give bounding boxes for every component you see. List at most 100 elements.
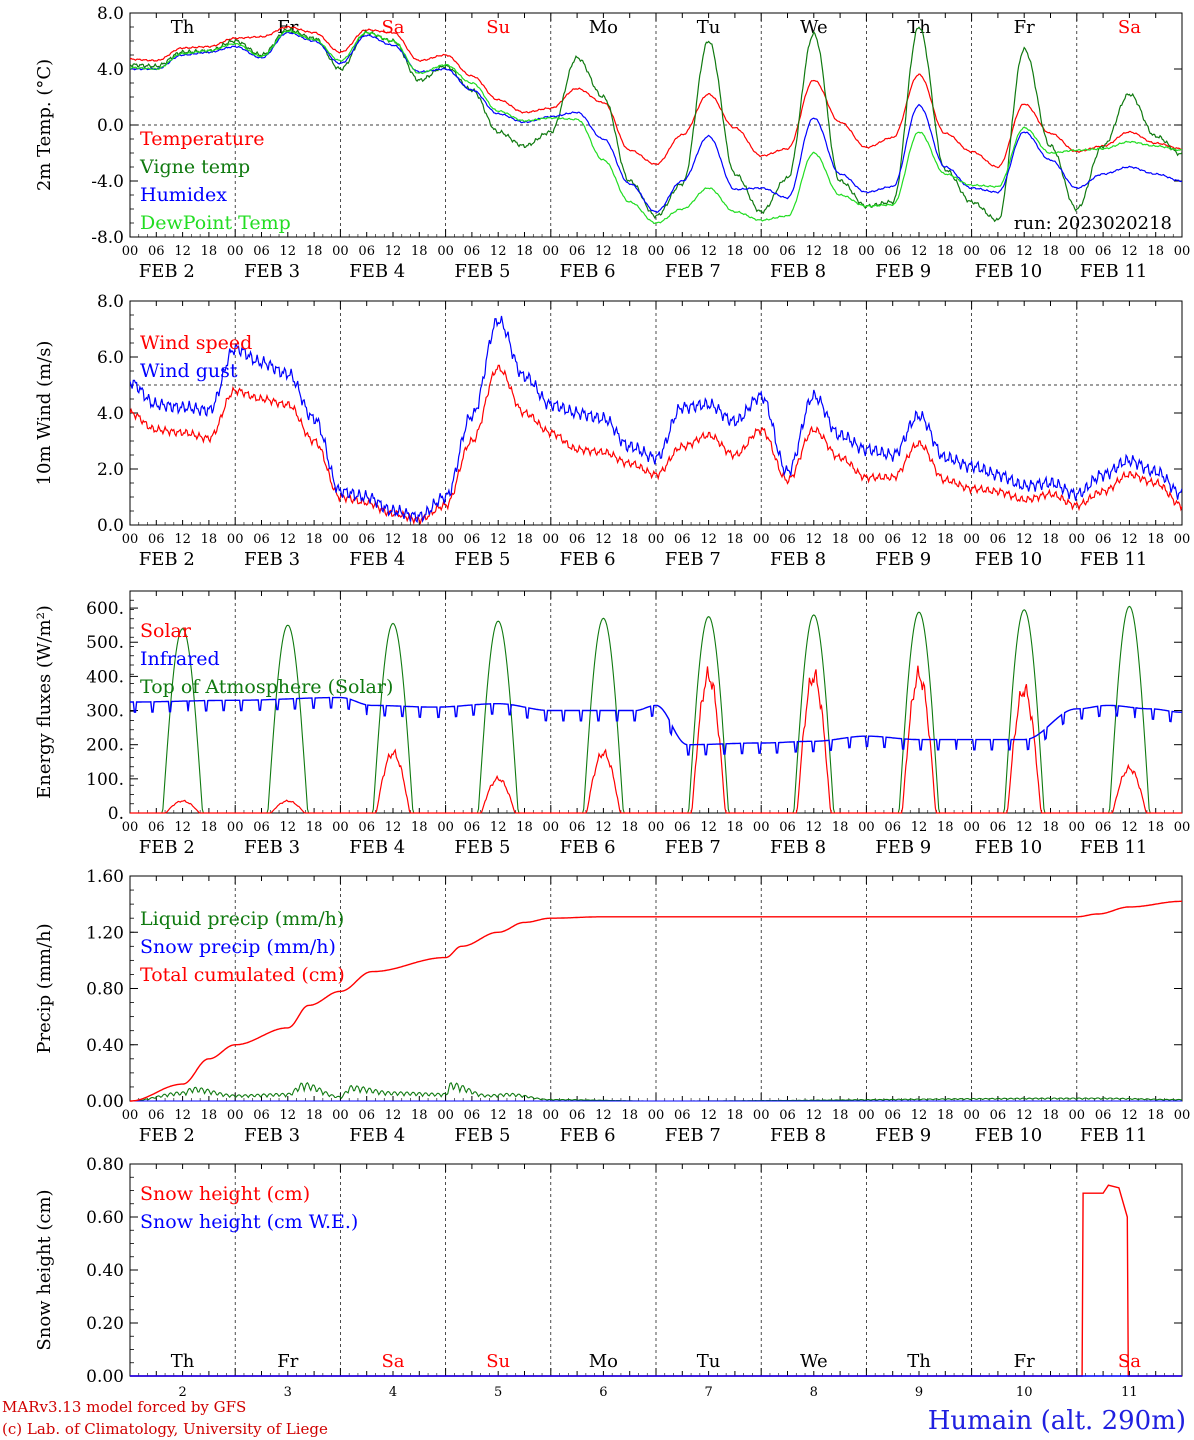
day-of-week-label: Tu: [697, 17, 721, 38]
x-hour-label: 18: [937, 244, 954, 259]
day-of-week-label: Mo: [589, 17, 618, 38]
x-hour-label: 06: [464, 532, 481, 547]
x-hour-label: 00: [963, 244, 980, 259]
x-hour-label: 12: [174, 244, 191, 259]
legend-entry: Temperature: [140, 128, 264, 150]
panel-precip: 1.60 1.20 0.80 0.40 0.00 Precip (mm/h) 00 06 12 1…: [34, 867, 1190, 1146]
x-date-label: FEB 5: [454, 549, 510, 570]
y-axis-label: 10m Wind (m/s): [34, 341, 55, 486]
day-of-week-label: Sa: [1118, 1351, 1141, 1372]
x-hour-label: 18: [1042, 532, 1059, 547]
x-hour-label: 06: [569, 532, 586, 547]
x-hour-label: 18: [306, 1108, 323, 1123]
x-hour-label: 18: [621, 532, 638, 547]
x-date-label: FEB 4: [349, 837, 405, 858]
y-tick-label: 0.0: [97, 116, 124, 136]
y-tick-label: 1.20: [86, 923, 124, 943]
series-line: [130, 25, 1182, 169]
x-date-label: FEB 4: [349, 549, 405, 570]
legend-entry: Top of Atmosphere (Solar): [140, 676, 393, 698]
day-of-week-label: Fr: [1014, 17, 1035, 38]
x-hour-label: 12: [1121, 532, 1138, 547]
legend-entry: Humidex: [140, 184, 227, 206]
x-hour-label: 00: [1069, 1108, 1086, 1123]
x-hour-label: 18: [201, 820, 218, 835]
x-hour-label: 06: [1095, 820, 1112, 835]
x-hour-label: 06: [674, 532, 691, 547]
x-hour-label: 18: [937, 1108, 954, 1123]
day-of-week-label: Sa: [381, 17, 404, 38]
x-hour-label: 18: [832, 1108, 849, 1123]
x-date-label: FEB 11: [1080, 837, 1147, 858]
legend-entry: Liquid precip (mm/h): [140, 908, 344, 930]
y-tick-label: 4.0: [97, 60, 124, 80]
x-hour-label: 00: [543, 1108, 560, 1123]
legend-entry: Snow height (cm): [140, 1183, 310, 1205]
day-of-week-label: Sa: [381, 1351, 404, 1372]
x-hour-label: 00: [332, 532, 349, 547]
x-hour-label: 00: [963, 532, 980, 547]
y-tick-label: 200.: [86, 736, 124, 756]
x-date-label: FEB 3: [244, 837, 300, 858]
x-hour-label: 12: [490, 244, 507, 259]
x-date-label: FEB 7: [665, 1125, 721, 1146]
panel-snow: 0.80 0.60 0.40 0.20 0.00 Snow height (cm) Th Fr…: [34, 1155, 1183, 1387]
y-tick-label: 0.40: [86, 1261, 124, 1281]
x-hour-label: 06: [253, 820, 270, 835]
y-tick-label: 500.: [86, 633, 124, 653]
x-hour-label: 18: [1042, 244, 1059, 259]
x-hour-label: 06: [148, 1108, 165, 1123]
x-hour-label: 18: [1147, 820, 1164, 835]
x-day-number-label: 5: [494, 1385, 502, 1400]
x-hour-label: 00: [858, 244, 875, 259]
y-axis-label: Energy fluxes (W/m²): [34, 605, 55, 799]
x-hour-label: 00: [332, 820, 349, 835]
day-of-week-label: Th: [171, 17, 195, 38]
x-hour-label: 06: [674, 1108, 691, 1123]
x-date-label: FEB 8: [770, 261, 826, 282]
day-of-week-label: Tu: [697, 1351, 721, 1372]
x-date-label: FEB 8: [770, 837, 826, 858]
y-tick-label: 8.0: [97, 292, 124, 312]
x-hour-label: 12: [806, 532, 823, 547]
x-hour-label: 00: [648, 532, 665, 547]
x-day-number-label: 11: [1121, 1385, 1138, 1400]
x-hour-label: 00: [332, 1108, 349, 1123]
x-date-label: FEB 10: [975, 1125, 1042, 1146]
x-hour-label: 18: [1147, 1108, 1164, 1123]
y-tick-label: 400.: [86, 667, 124, 687]
x-date-label: FEB 6: [560, 837, 616, 858]
x-date-label: FEB 2: [139, 1125, 195, 1146]
x-hour-label: 00: [858, 532, 875, 547]
x-hour-label: 18: [201, 532, 218, 547]
x-date-label: FEB 4: [349, 261, 405, 282]
x-hour-label: 12: [1016, 1108, 1033, 1123]
x-hour-label: 06: [253, 532, 270, 547]
x-date-label: FEB 7: [665, 261, 721, 282]
legend-entry: Total cumulated (cm): [140, 964, 345, 986]
day-of-week-label: Fr: [1014, 1351, 1035, 1372]
x-hour-label: 00: [1174, 1108, 1191, 1123]
x-hour-label: 00: [122, 820, 139, 835]
series-line: [130, 30, 1182, 225]
x-day-number-label: 10: [1016, 1385, 1033, 1400]
x-date-label: FEB 2: [139, 837, 195, 858]
x-date-label: FEB 8: [770, 549, 826, 570]
legend-entry: Wind speed: [140, 332, 252, 354]
x-date-label: FEB 2: [139, 549, 195, 570]
x-hour-label: 00: [753, 820, 770, 835]
x-hour-label: 00: [437, 532, 454, 547]
x-hour-label: 18: [832, 532, 849, 547]
x-hour-label: 12: [806, 1108, 823, 1123]
x-hour-label: 18: [621, 1108, 638, 1123]
x-hour-label: 06: [358, 820, 375, 835]
x-hour-label: 00: [1069, 244, 1086, 259]
x-hour-label: 12: [174, 820, 191, 835]
legend-entry: Infrared: [140, 648, 220, 670]
series-line: [130, 315, 1182, 524]
x-date-label: FEB 4: [349, 1125, 405, 1146]
x-hour-label: 06: [990, 532, 1007, 547]
x-hour-label: 12: [280, 244, 297, 259]
x-hour-label: 06: [358, 532, 375, 547]
x-day-number-label: 8: [810, 1385, 818, 1400]
